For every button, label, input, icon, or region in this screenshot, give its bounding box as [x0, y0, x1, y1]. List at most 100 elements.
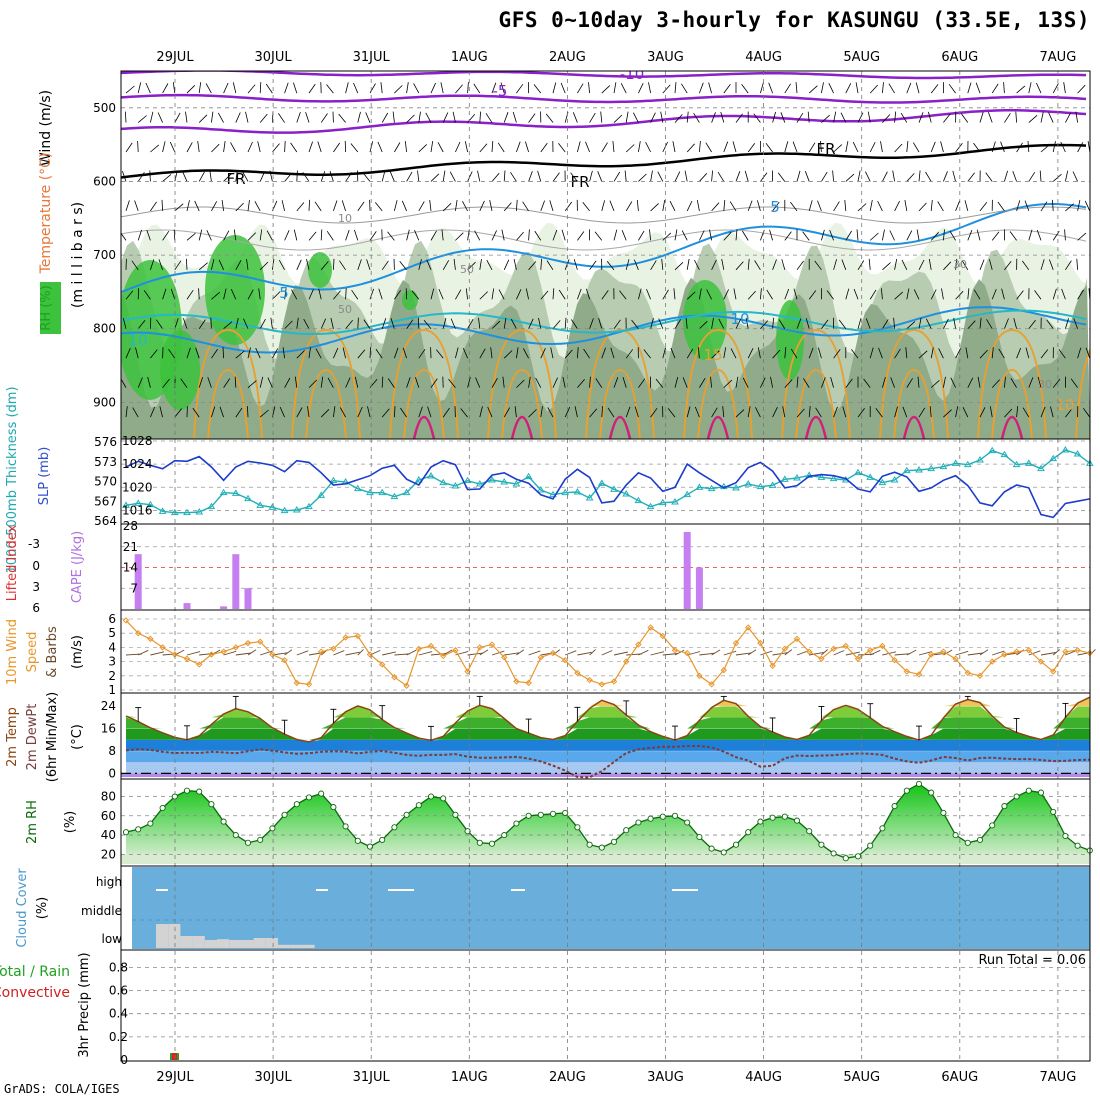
wind-barb: [655, 378, 664, 388]
wind-barb: [784, 231, 792, 241]
rh-point: [610, 838, 618, 845]
wind-barb: [198, 262, 208, 271]
wind-barb: [645, 142, 651, 153]
rh-dark-area: [121, 277, 1090, 439]
upper-rh-label: RH (%): [39, 285, 54, 330]
wind-barb: [991, 83, 999, 94]
contour-label: 10: [128, 331, 147, 349]
wind-barb-10m: [357, 649, 364, 656]
wind-barb: [1077, 347, 1082, 359]
rh-contour-10: [121, 206, 1087, 224]
wind-barb-10m: [735, 652, 752, 656]
wind-barb: [882, 171, 888, 182]
wind-barb: [807, 111, 810, 123]
cloud-low-bar: [302, 944, 315, 948]
wind-barb: [711, 259, 717, 270]
wind-barb: [401, 200, 407, 212]
wind-barb: [1010, 377, 1017, 388]
wind-barb: [711, 202, 720, 212]
wind-barb: [889, 230, 895, 241]
wind-barb: [967, 172, 975, 182]
wind-barb: [967, 230, 973, 241]
wind-speed-point: [1025, 647, 1033, 654]
wind-barb: [772, 317, 774, 329]
wind-barb: [930, 141, 936, 153]
wind-barb: [973, 289, 981, 300]
rh-point: [122, 829, 130, 836]
wind-barb: [267, 377, 273, 388]
wind-barb: [296, 350, 305, 359]
wind-barb: [845, 173, 855, 182]
thickness-point: [256, 501, 265, 508]
wind-barb: [1039, 170, 1042, 182]
wind-barb: [430, 378, 438, 388]
wind-barb: [442, 203, 452, 212]
temp-contour-15: [193, 328, 263, 439]
wind-barb: [780, 112, 786, 123]
wind-barb: [294, 376, 298, 388]
wind-barb: [613, 229, 618, 241]
temp-contour-minus-10: [121, 71, 1087, 80]
wind-barb: [1004, 170, 1008, 182]
wind-barb: [1009, 231, 1017, 241]
wind-barb: [747, 258, 750, 270]
wind-barb-10m: [1065, 650, 1077, 656]
wind-barb: [528, 261, 537, 271]
wind-barb: [976, 229, 981, 241]
wind-barb: [952, 170, 956, 182]
wind-barb: [918, 259, 925, 270]
wind-barb-10m: [833, 650, 845, 656]
wind-barb: [174, 112, 181, 123]
wind-speed-point: [1074, 647, 1081, 654]
wind-barb: [265, 83, 273, 94]
wind-barb: [902, 406, 908, 418]
wind-barb: [243, 318, 249, 329]
wind-barb: [638, 83, 644, 94]
temp-tick-label: 0: [108, 766, 116, 780]
wind-barb: [803, 378, 810, 388]
wind-barb-10m: [967, 652, 983, 656]
wind-speed-point: [269, 651, 276, 658]
wind-barb: [790, 348, 798, 359]
wind-barb: [296, 407, 303, 418]
thickness-point: [1073, 450, 1082, 457]
wind-speed-point: [195, 661, 203, 668]
wind-barb: [467, 319, 474, 329]
thickness-point: [366, 488, 374, 496]
wind-barb: [284, 82, 289, 94]
rh-point: [196, 788, 203, 795]
wind-barb-10m: [601, 650, 613, 656]
wind-barb: [266, 230, 273, 241]
wind-barb: [815, 407, 822, 418]
wind-barb: [1060, 141, 1066, 153]
wind-barb: [661, 258, 664, 270]
wind-barb: [561, 229, 566, 241]
temp-contour-25: [510, 416, 534, 439]
wind-barb: [796, 112, 804, 123]
thickness-point: [536, 486, 545, 493]
upper-wind-label: Wind (m/s): [38, 90, 54, 166]
wind-barb: [781, 259, 786, 270]
wind-barb: [965, 347, 969, 359]
wind-tick-label: 6: [108, 612, 116, 626]
wind-barb: [784, 379, 793, 388]
wind-barb: [418, 111, 421, 123]
wind-barb: [394, 347, 399, 359]
wind-barb: [381, 318, 387, 329]
wind-speed-point: [403, 682, 410, 689]
wind-barb: [235, 170, 238, 182]
thickness-slp-panel: [121, 440, 1094, 519]
wind-barb: [540, 258, 542, 270]
wind-barb: [821, 319, 829, 329]
contour-label: 30: [1038, 378, 1052, 391]
wind-barb: [537, 170, 542, 182]
wind-barb: [955, 143, 963, 153]
temp-contour-10: [121, 306, 1087, 354]
wind-barb: [684, 170, 688, 182]
wind-barb: [802, 231, 810, 241]
wind-speed-line: [125, 619, 1090, 687]
contour-label: FR: [226, 170, 245, 188]
rh-point: [793, 817, 801, 824]
wind-barb: [735, 113, 743, 123]
wind-barb: [577, 141, 581, 153]
